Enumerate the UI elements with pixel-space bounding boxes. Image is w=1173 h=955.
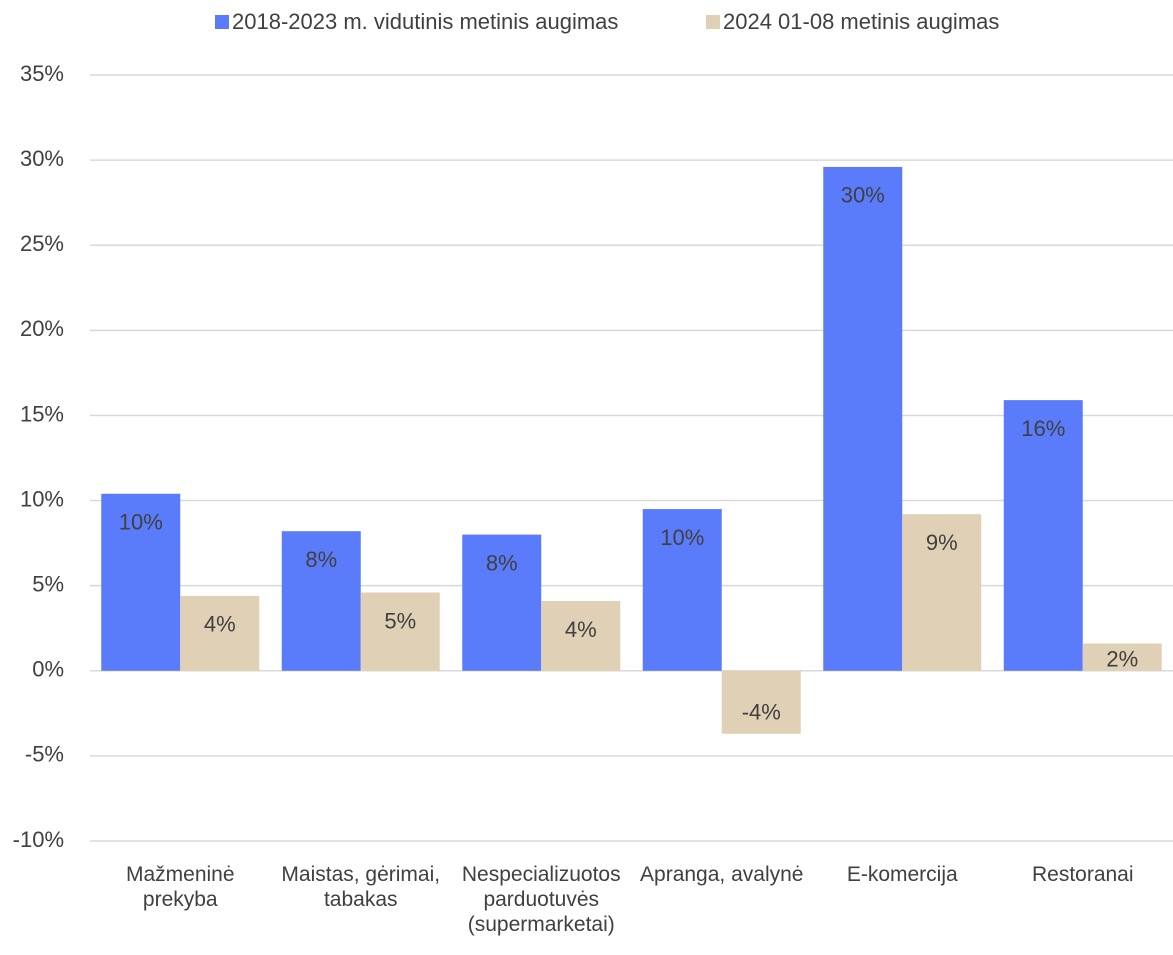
- y-tick-label: 35%: [20, 61, 64, 86]
- bar: [360, 592, 440, 671]
- bar: [642, 509, 722, 671]
- x-tick-label: Nespecializuotos parduotuvės (supermarke…: [461, 863, 621, 936]
- bar: [281, 531, 361, 671]
- y-tick-label: 15%: [20, 401, 64, 426]
- bar: [721, 670, 801, 734]
- data-label: 4%: [204, 612, 236, 637]
- bar: [101, 493, 181, 671]
- data-label: 30%: [841, 183, 885, 208]
- bar: [180, 595, 260, 671]
- legend-label: 2018-2023 m. vidutinis metinis augimas: [232, 9, 618, 34]
- bar: [1082, 643, 1162, 671]
- x-tick-label: Restoranai: [1031, 863, 1134, 886]
- y-tick-label: 0%: [32, 657, 64, 682]
- x-tick-label: E-komercija: [846, 863, 958, 886]
- legend-label: 2024 01-08 metinis augimas: [723, 9, 999, 34]
- data-label: 10%: [660, 525, 704, 550]
- y-tick-label: -10%: [13, 827, 64, 852]
- legend-swatch: [706, 15, 720, 29]
- data-label: 5%: [384, 608, 416, 633]
- x-tick-label: Mažmeninė prekyba: [125, 863, 235, 911]
- bar: [902, 514, 982, 671]
- bar: [462, 534, 542, 671]
- bar: [541, 600, 621, 671]
- y-tick-label: 10%: [20, 486, 64, 511]
- y-tick-label: 20%: [20, 316, 64, 341]
- x-tick-label: Maistas, gėrimai, tabakas: [281, 863, 441, 911]
- data-label: -4%: [742, 700, 781, 725]
- data-label: 8%: [305, 547, 337, 572]
- y-tick-label: 25%: [20, 231, 64, 256]
- data-label: 9%: [926, 530, 958, 555]
- data-label: 8%: [486, 550, 518, 575]
- y-tick-label: 5%: [32, 571, 64, 596]
- data-label: 10%: [119, 510, 163, 535]
- data-label: 2%: [1106, 647, 1138, 672]
- y-tick-label: 30%: [20, 146, 64, 171]
- x-tick-label: Apranga, avalynė: [640, 863, 804, 886]
- y-tick-label: -5%: [25, 742, 64, 767]
- data-label: 16%: [1021, 416, 1065, 441]
- bar: [823, 166, 903, 671]
- data-label: 4%: [565, 617, 597, 642]
- legend-swatch: [215, 15, 229, 29]
- bar: [1003, 400, 1083, 671]
